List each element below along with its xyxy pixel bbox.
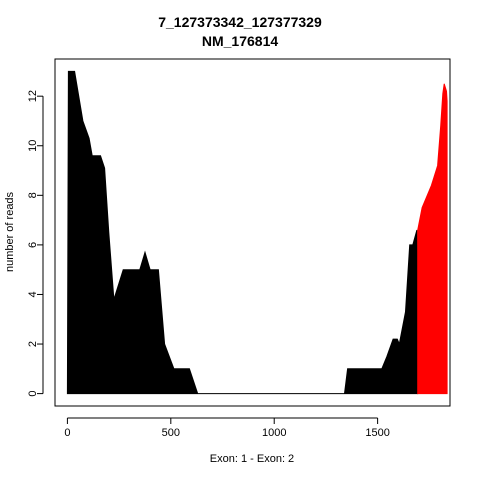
x-tick-label: 500 <box>162 427 180 439</box>
y-axis: 0 2 4 6 8 10 12 <box>27 90 44 397</box>
y-tick-label: 2 <box>27 341 39 347</box>
y-axis-label: number of reads <box>4 191 16 272</box>
y-tick-label: 12 <box>27 90 39 102</box>
series-layer <box>66 70 448 395</box>
x-tick-label: 1000 <box>262 427 286 439</box>
x-tick-label: 0 <box>64 427 70 439</box>
plot-frame <box>54 58 451 407</box>
x-tick-label: 1500 <box>365 427 389 439</box>
y-tick-label: 0 <box>27 391 39 397</box>
chart-subtitle: NM_176814 <box>202 33 278 49</box>
x-axis: 0 500 1000 1500 <box>64 417 390 439</box>
series-area-1 <box>66 70 419 395</box>
chart-title: 7_127373342_127377329 <box>158 14 322 30</box>
y-tick-label: 4 <box>27 291 39 297</box>
y-tick-label: 8 <box>27 192 39 198</box>
x-axis-label: Exon: 1 - Exon: 2 <box>210 453 294 465</box>
series-area-2 <box>417 83 448 395</box>
y-tick-label: 6 <box>27 242 39 248</box>
y-tick-label: 10 <box>27 140 39 152</box>
